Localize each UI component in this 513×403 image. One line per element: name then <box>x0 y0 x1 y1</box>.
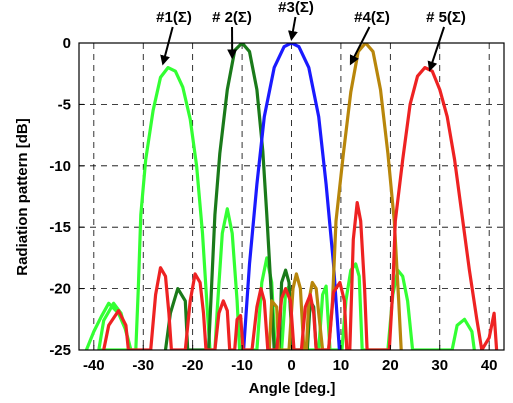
y-axis-label: Radiation pattern [dB] <box>14 118 31 276</box>
x-tick-label: -30 <box>132 357 154 374</box>
y-tick-label: -5 <box>58 96 71 113</box>
x-tick-label: -10 <box>231 357 253 374</box>
series-layer <box>84 43 499 350</box>
series-line-1 <box>84 66 476 350</box>
annotations: #1(Σ) # 2(Σ) #3(Σ) #4(Σ) # 5(Σ) <box>156 0 466 72</box>
y-tick-label: -15 <box>49 219 71 236</box>
y-tick-label: -25 <box>49 342 71 359</box>
annotation-arrow <box>427 26 446 72</box>
annotation-label: # 5(Σ) <box>426 9 466 26</box>
x-axis-label: Angle [deg.] <box>249 380 336 397</box>
x-tick-label: -20 <box>182 357 204 374</box>
x-tick-label: 30 <box>431 357 448 374</box>
x-tick-label: 40 <box>481 357 498 374</box>
annotation-arrow <box>349 26 371 66</box>
annotation-label: #3(Σ) <box>278 0 314 16</box>
annotation-arrow <box>160 26 174 66</box>
series-line-3 <box>242 43 341 350</box>
x-tick-label: 20 <box>382 357 399 374</box>
y-tick-label: -20 <box>49 281 71 298</box>
annotation-arrow <box>287 16 298 41</box>
annotation-label: #1(Σ) <box>156 9 192 26</box>
x-tick-label: 10 <box>333 357 350 374</box>
tick-labels: -40 -30 -20 -10 0 10 20 30 40 0 -5 -10 -15 -20 -25 <box>49 35 497 374</box>
x-tick-label: 0 <box>287 357 295 374</box>
annotation-label: # 2(Σ) <box>212 9 252 26</box>
y-tick-label: -10 <box>49 158 71 175</box>
x-tick-label: -40 <box>83 357 105 374</box>
annotation-label: #4(Σ) <box>354 9 390 26</box>
grid-lines <box>79 43 504 350</box>
series-line-5 <box>102 66 499 350</box>
y-tick-label: 0 <box>63 35 71 52</box>
